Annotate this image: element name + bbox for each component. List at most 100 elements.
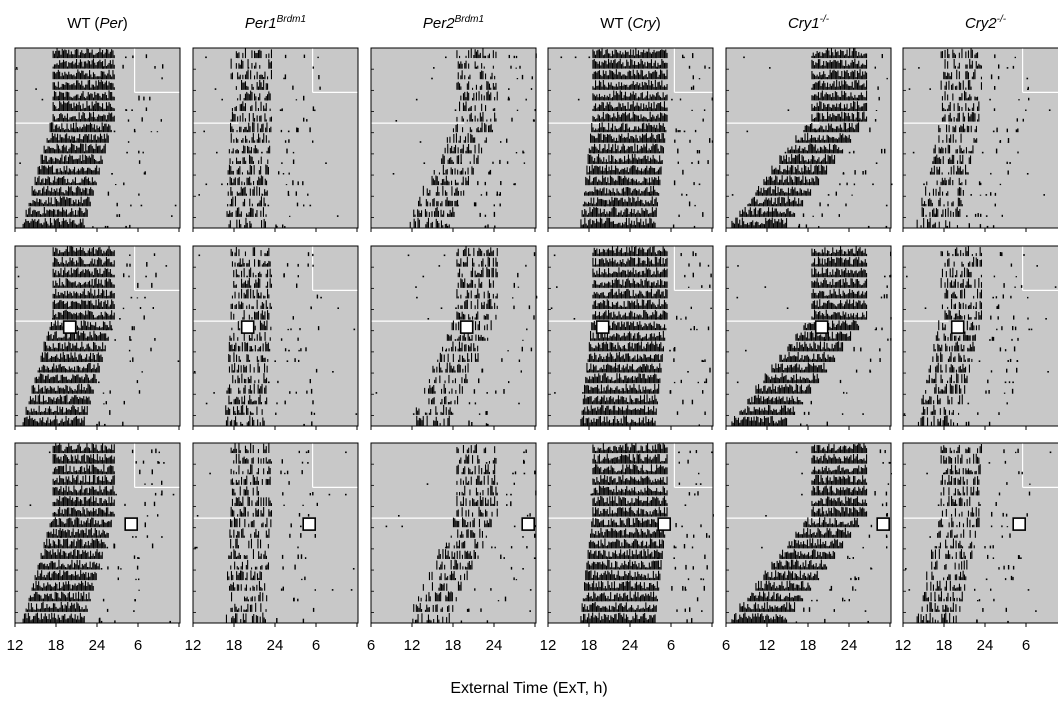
activity-bar xyxy=(462,118,464,122)
activity-bar xyxy=(59,295,61,299)
activity-bar xyxy=(490,299,492,310)
activity-bar xyxy=(89,529,91,538)
activity-bar xyxy=(242,401,244,405)
activity-bar xyxy=(52,209,54,217)
activity-bar xyxy=(55,85,57,90)
activity-bar xyxy=(90,273,92,278)
activity-bar xyxy=(83,521,85,528)
activity-bar xyxy=(91,60,93,69)
activity-bar xyxy=(88,592,90,602)
activity-bar xyxy=(78,383,80,394)
activity-bar xyxy=(268,459,270,464)
activity-bar xyxy=(475,321,477,331)
activity-bar xyxy=(529,513,531,517)
activity-bar xyxy=(231,498,233,506)
activity-bar xyxy=(84,580,86,591)
activity-bar xyxy=(65,464,67,475)
activity-bar xyxy=(444,181,446,186)
activity-bar xyxy=(247,377,249,384)
activity-bar xyxy=(87,518,89,528)
activity-bar xyxy=(65,605,67,612)
activity-bar xyxy=(260,250,262,257)
shading xyxy=(15,506,180,518)
activity-bar xyxy=(76,490,78,496)
activity-bar xyxy=(57,423,59,426)
activity-bar xyxy=(102,71,104,80)
activity-bar xyxy=(88,356,90,362)
activity-bar xyxy=(59,566,61,570)
activity-bar xyxy=(234,502,236,507)
activity-bar xyxy=(522,536,524,538)
activity-bar xyxy=(441,412,443,415)
activity-bar xyxy=(40,223,42,228)
activity-bar xyxy=(75,199,77,207)
activity-bar xyxy=(87,250,89,256)
activity-bar xyxy=(244,459,246,464)
activity-bar xyxy=(95,94,97,101)
activity-bar xyxy=(257,491,259,496)
activity-bar xyxy=(299,328,301,331)
activity-bar xyxy=(51,607,53,612)
activity-bar xyxy=(50,398,52,405)
activity-bar xyxy=(227,387,229,394)
activity-bar xyxy=(70,198,72,207)
activity-bar xyxy=(51,421,53,426)
activity-bar xyxy=(443,210,445,217)
activity-bar xyxy=(479,283,481,288)
activity-bar xyxy=(52,502,54,507)
activity-bar xyxy=(102,253,104,257)
activity-bar xyxy=(426,412,428,415)
activity-bar xyxy=(242,471,244,475)
activity-bar xyxy=(64,342,66,352)
activity-bar xyxy=(81,80,83,90)
activity-bar xyxy=(68,379,70,384)
activity-bar xyxy=(61,450,63,454)
activity-bar xyxy=(25,406,27,415)
activity-bar xyxy=(270,49,272,59)
activity-bar xyxy=(460,86,462,90)
activity-bar xyxy=(133,128,136,133)
activity-bar xyxy=(25,417,27,426)
activity-bar xyxy=(83,349,85,352)
activity-bar xyxy=(107,449,109,454)
activity-bar xyxy=(52,376,54,384)
activity-bar xyxy=(297,598,299,602)
activity-bar xyxy=(492,267,494,278)
activity-bar xyxy=(45,178,47,186)
activity-bar xyxy=(22,618,24,623)
activity-bar xyxy=(25,209,27,217)
activity-bar xyxy=(47,146,49,154)
activity-bar xyxy=(303,117,305,122)
activity-bar xyxy=(257,86,259,90)
activity-bar xyxy=(48,165,50,175)
activity-bar xyxy=(230,133,232,143)
activity-bar xyxy=(76,559,78,570)
activity-bar xyxy=(155,448,157,454)
activity-bar xyxy=(73,357,75,362)
activity-bar xyxy=(244,341,246,352)
activity-bar xyxy=(78,582,80,591)
activity-bar xyxy=(57,192,59,196)
activity-bar xyxy=(492,470,494,475)
activity-bar xyxy=(232,616,234,623)
activity-bar xyxy=(493,204,495,207)
activity-bar xyxy=(231,261,233,267)
activity-bar xyxy=(75,357,77,362)
activity-bar xyxy=(98,451,100,454)
activity-bar xyxy=(232,170,234,175)
activity-bar xyxy=(235,538,237,549)
activity-bar xyxy=(86,586,88,591)
activity-bar xyxy=(58,337,60,341)
activity-bar xyxy=(102,306,104,309)
activity-bar xyxy=(42,374,44,384)
activity-bar xyxy=(109,74,111,80)
activity-bar xyxy=(261,302,263,309)
activity-bar xyxy=(66,491,68,496)
activity-bar xyxy=(249,379,251,384)
activity-bar xyxy=(479,481,481,485)
activity-bar xyxy=(81,115,83,122)
activity-bar xyxy=(70,301,72,309)
activity-bar xyxy=(87,499,89,506)
activity-bar xyxy=(78,147,80,154)
activity-bar xyxy=(100,293,102,299)
